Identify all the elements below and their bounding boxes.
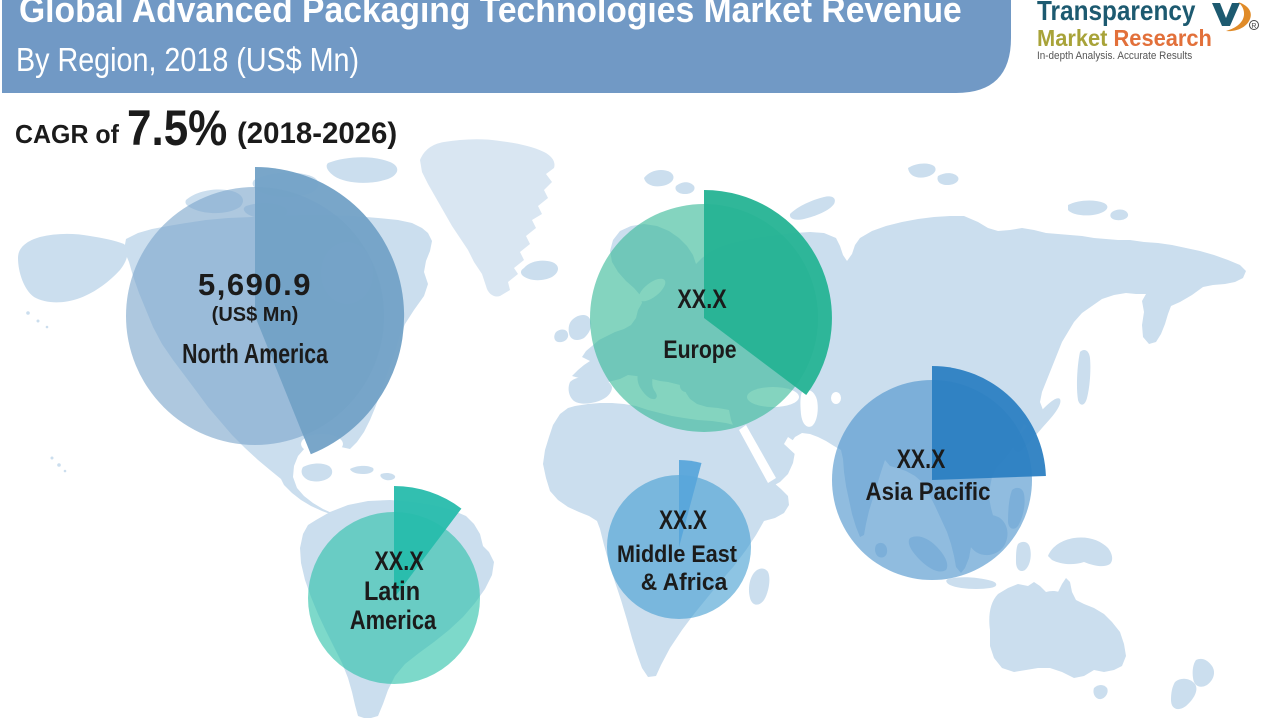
- svg-text:R: R: [1251, 23, 1256, 30]
